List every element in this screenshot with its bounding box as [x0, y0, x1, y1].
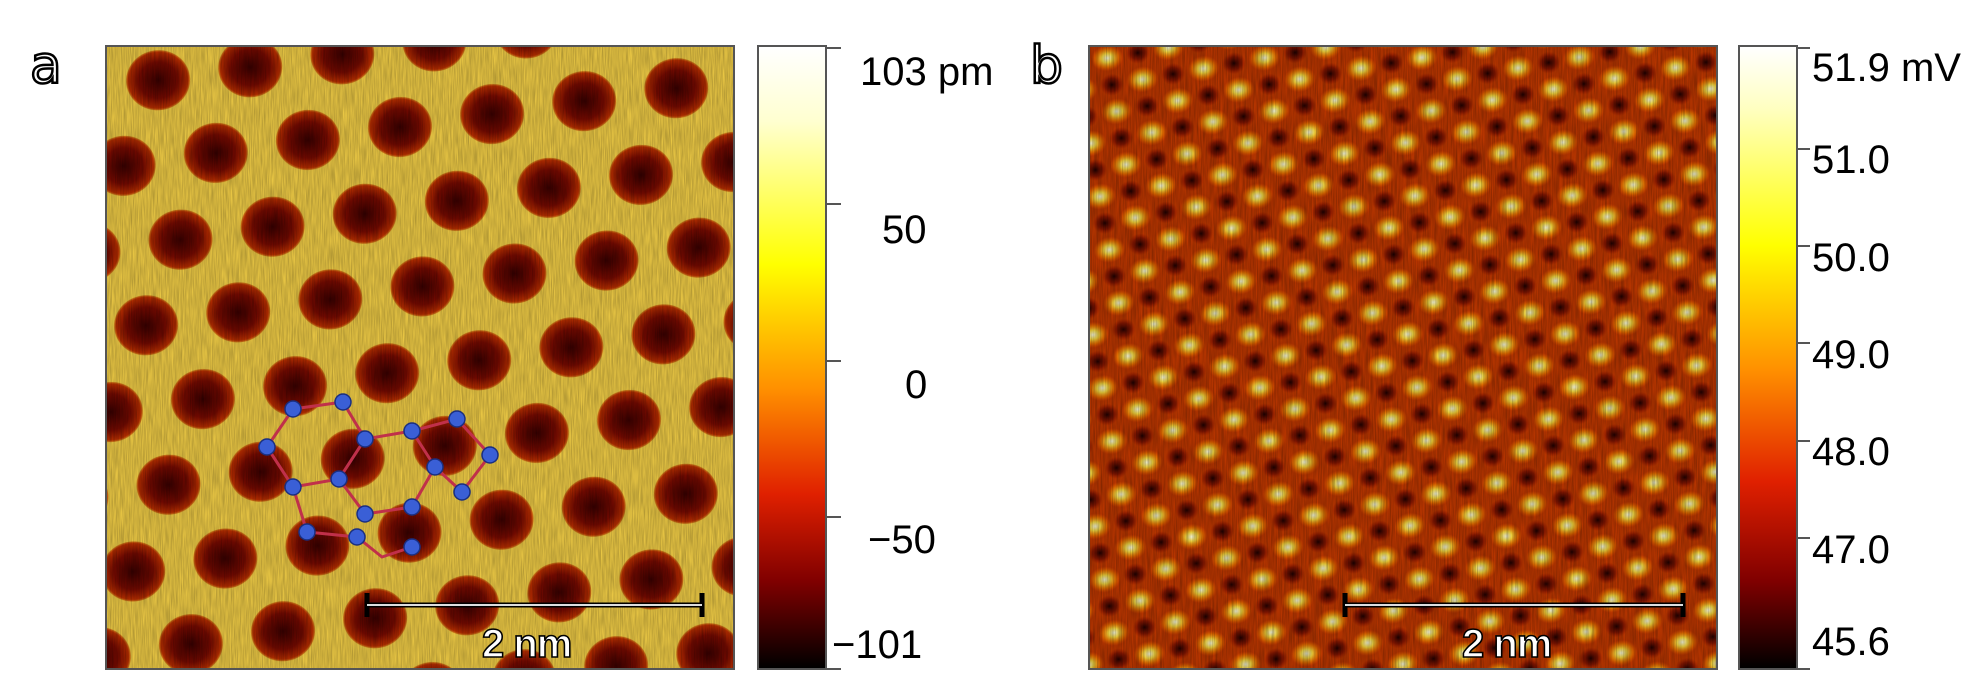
panel-a-label: a — [29, 36, 63, 96]
colorbar-a — [757, 45, 827, 670]
colorbar-b-label-48: 48.0 — [1812, 430, 1890, 474]
colorbar-a-tick — [827, 47, 841, 49]
colorbar-a-tick — [827, 668, 841, 670]
colorbar-a-label-neg50: −50 — [868, 518, 936, 562]
dIdV-map-svg — [1090, 47, 1716, 668]
colorbar-b-label-min: 45.6 — [1812, 620, 1890, 664]
scale-bar-label-a: 2 nm — [481, 621, 573, 667]
colorbar-a-tick — [827, 360, 841, 362]
topography-image: 2 nm — [105, 45, 735, 670]
colorbar-b-tick — [1798, 537, 1810, 539]
colorbar-b-tick — [1798, 245, 1810, 247]
colorbar-b-tick — [1798, 148, 1810, 150]
colorbar-a-tick — [827, 516, 841, 518]
colorbar-a-label-0: 0 — [905, 363, 928, 407]
colorbar-a-tick — [827, 203, 841, 205]
colorbar-b-label-max: 51.9 mV — [1812, 46, 1961, 90]
honeycomb-model-overlay — [258, 393, 499, 559]
colorbar-b-label-51: 51.0 — [1812, 138, 1890, 182]
colorbar-a-label-50: 50 — [882, 208, 927, 252]
topography-svg — [107, 47, 733, 668]
colorbar-b-tick — [1798, 440, 1810, 442]
colorbar-b-tick — [1798, 668, 1810, 670]
colorbar-a-label-min: −101 — [832, 623, 923, 667]
colorbar-b-label-50: 50.0 — [1812, 236, 1890, 280]
panel-b-label: b — [1029, 36, 1065, 96]
colorbar-b-label-47: 47.0 — [1812, 528, 1890, 572]
colorbar-b-tick — [1798, 47, 1810, 49]
colorbar-a-label-max: 103 pm — [860, 50, 994, 94]
colorbar-b-tick — [1798, 342, 1810, 344]
scale-bar-label-b: 2 nm — [1461, 621, 1553, 667]
colorbar-b — [1738, 45, 1798, 670]
dIdV-map-image: 2 nm — [1088, 45, 1718, 670]
colorbar-b-label-49: 49.0 — [1812, 333, 1890, 377]
